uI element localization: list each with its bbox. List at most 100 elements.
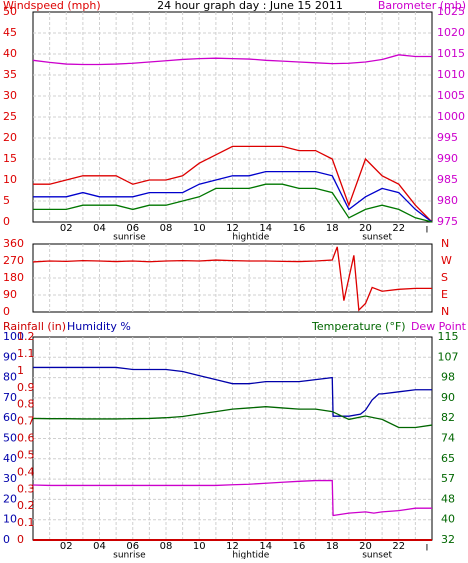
panel-1-left-tick: 45 (3, 26, 17, 39)
panel-1-right-tick: 980 (437, 194, 458, 207)
panel-3-x-annotation: hightide (232, 551, 269, 560)
panel-3-rain-tick: 0.1 (17, 516, 35, 529)
panel-3-x-tick: 08 (160, 541, 173, 552)
panel-1-right-tick: 1015 (437, 47, 465, 60)
panel-1-x-tick: 14 (259, 223, 272, 234)
panel-1-end-mark: I (426, 226, 429, 236)
panel-1-series-green (33, 183, 433, 223)
panel-3-temp-tick: 32 (441, 533, 455, 546)
panel-1-left-tick: 25 (3, 110, 17, 123)
panel-3-temp-tick: 57 (441, 472, 455, 485)
panel-3-x-tick: 04 (93, 541, 106, 552)
panel-1-right-tick: 1010 (437, 68, 465, 81)
panel-1-x-tick: 22 (392, 223, 405, 234)
panel-1-left-tick: 40 (3, 47, 17, 60)
panel-3-x-tick: 12 (226, 541, 239, 552)
panel-3-rain-tick: 0.5 (17, 448, 35, 461)
panel-1-left-tick: 15 (3, 152, 17, 165)
panel-3-rain-tick: 0.9 (17, 381, 35, 394)
panel-1-right-tick: 995 (437, 131, 458, 144)
panel-1-left-tick: 0 (3, 215, 10, 228)
panel-3-rain-tick: 1.2 (17, 330, 35, 343)
panel-3-end-mark: I (426, 544, 429, 554)
panel-3-temp-tick: 90 (441, 391, 455, 404)
data-series (32, 54, 433, 541)
panel-1-x-tick: 04 (93, 223, 106, 234)
panel-2-left-tick: 0 (3, 305, 10, 318)
panel-3-series-dew (32, 479, 432, 517)
panel-3-humidity-tick: 20 (3, 492, 17, 505)
panel-3-rain-tick: 0.4 (17, 465, 35, 478)
panel-3-rain-tick: 1.1 (17, 347, 35, 360)
panel-3-humidity-tick: 30 (3, 472, 17, 485)
panel-3-rain-tick: 0.8 (17, 398, 35, 411)
panel-1-x-tick: 06 (126, 223, 139, 234)
panel-1-x-tick: 16 (293, 223, 306, 234)
panel-3-temp-tick: 65 (441, 452, 455, 465)
panel-1-x-tick: 18 (326, 223, 339, 234)
panel-2-left-tick: 180 (3, 271, 24, 284)
panel-1-x-annotation: hightide (232, 233, 269, 243)
panel-3-rain-tick: 1 (17, 364, 24, 377)
panel-3-temp-tick: 82 (441, 411, 455, 424)
panel-2-right-tick: W (441, 254, 452, 267)
panel-3-x-tick: 10 (193, 541, 206, 552)
panel-1-right-tick: 975 (437, 215, 458, 228)
panel-3-x-tick: 06 (126, 541, 139, 552)
panel-1-x-tick: 10 (193, 223, 206, 234)
panel-1-left-tick: 35 (3, 68, 17, 81)
panel-3-x-annotation: sunset (362, 551, 392, 560)
panel-3-x-tick: 18 (326, 541, 339, 552)
panel-3-x-tick: 20 (359, 541, 372, 552)
panel-3-rain-tick: 0.3 (17, 482, 35, 495)
panel-1-left-tick: 5 (3, 194, 10, 207)
panel-3-x-tick: 16 (293, 541, 306, 552)
panel-1-series-avg (33, 170, 433, 223)
panel-3-rain-axis-label: Rainfall (in) (3, 320, 66, 333)
panel-3-temp-tick: 98 (441, 371, 455, 384)
panel-3-humidity-tick: 90 (3, 350, 17, 363)
panel-1-title: 24 hour graph day : June 15 2011 (157, 0, 343, 12)
panel-3-humidity-tick: 100 (3, 330, 24, 343)
panel-3-humidity-tick: 60 (3, 411, 17, 424)
panel-1-left-axis-label: Windspeed (mph) (3, 0, 101, 12)
panel-3-humidity-tick: 80 (3, 371, 17, 384)
panel-1-left-tick: 10 (3, 173, 17, 186)
panel-3-rain-tick: 0.6 (17, 432, 35, 445)
panel-1-series-baro (32, 54, 432, 66)
panel-3-humidity-tick: 40 (3, 452, 17, 465)
panel-3-humidity-tick: 50 (3, 432, 17, 445)
panel-3-temp-tick: 115 (438, 330, 459, 343)
panel-1-x-annotation: sunrise (113, 233, 146, 243)
panel-1-left-tick: 50 (3, 5, 17, 18)
panel-3-x-tick: 14 (259, 541, 272, 552)
panel-2-right-tick: N (441, 237, 449, 250)
grid-lines (33, 12, 432, 540)
panel-2-right-tick: N (441, 305, 449, 318)
panel-3-series-humidity (33, 366, 432, 417)
panel-1-right-tick: 985 (437, 173, 458, 186)
panel-1-x-tick: 12 (226, 223, 239, 234)
panel-1-right-tick: 1020 (437, 26, 465, 39)
panel-3-humidity-tick: 70 (3, 391, 17, 404)
panel-2-right-tick: E (441, 288, 448, 301)
text-labels: 0510152025303540455097598098599099510001… (3, 0, 467, 561)
panel-3-rain-tick: 0.7 (17, 415, 35, 428)
panel-3-humidity-label: Humidity % (67, 320, 131, 333)
panel-1-right-tick: 990 (437, 152, 458, 165)
panel-1-x-tick: 08 (160, 223, 173, 234)
panel-1-right-tick: 1025 (437, 5, 465, 18)
panel-3-temp-tick: 107 (438, 350, 459, 363)
panel-3-series-temperature (32, 406, 433, 429)
panel-3-humidity-tick: 10 (3, 513, 17, 526)
panel-3-dew-label: Dew Point (411, 320, 467, 333)
panel-3-temp-tick: 40 (441, 513, 455, 526)
panel-1-x-annotation: sunset (362, 233, 392, 243)
panel-3-rain-tick: 0 (17, 533, 24, 546)
panel-2-left-tick: 270 (3, 254, 24, 267)
panel-3-x-tick: 02 (60, 541, 73, 552)
panel-1-right-tick: 1000 (437, 110, 465, 123)
panel-1-right-tick: 1005 (437, 89, 465, 102)
